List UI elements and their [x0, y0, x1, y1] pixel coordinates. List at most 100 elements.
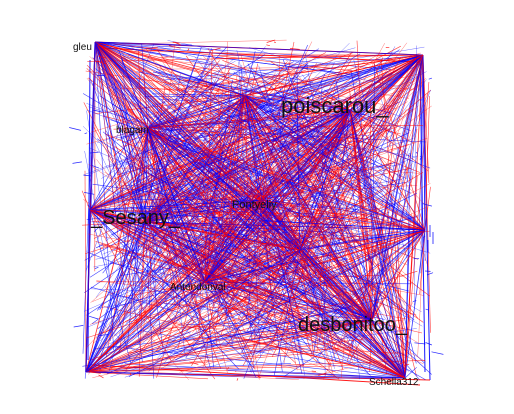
- graph-edge: [202, 343, 219, 347]
- graph-edge: [422, 203, 432, 207]
- graph-edge: [276, 163, 409, 352]
- graph-edge: [93, 89, 388, 344]
- graph-edge: [292, 85, 336, 278]
- node-label-desbonitoo: desbonitoo_: [298, 314, 408, 336]
- graph-edge: [93, 109, 103, 113]
- graph-edge: [88, 223, 183, 375]
- graph-edge: [292, 314, 406, 379]
- graph-edge: [316, 316, 338, 364]
- graph-edge: [114, 370, 299, 380]
- graph-edge: [94, 41, 362, 73]
- graph-edge: [122, 59, 141, 295]
- graph-edge: [374, 179, 410, 243]
- graph-edge: [158, 293, 283, 371]
- graph-edge: [332, 46, 396, 158]
- graph-edge: [144, 127, 149, 223]
- graph-edge: [267, 191, 291, 230]
- graph-edge: [281, 161, 350, 188]
- graph-edge: [167, 40, 397, 87]
- graph-edge: [99, 47, 419, 63]
- graph-edge: [229, 229, 418, 343]
- graph-edge: [172, 76, 297, 182]
- graph-edge: [257, 272, 278, 284]
- graph-edge: [314, 245, 350, 313]
- graph-edge: [85, 221, 146, 373]
- graph-edge: [72, 161, 82, 164]
- graph-edge: [112, 69, 221, 319]
- graph-edge: [204, 281, 406, 379]
- graph-edge: [318, 111, 371, 213]
- graph-edge: [236, 378, 239, 381]
- graph-edge: [93, 160, 334, 227]
- graph-edge: [179, 222, 250, 276]
- graph-edge: [98, 320, 140, 356]
- graph-edge: [214, 270, 234, 311]
- graph-edge: [424, 95, 430, 231]
- graph-edge: [95, 60, 107, 65]
- graph-edge: [117, 64, 252, 373]
- graph-edge: [89, 209, 172, 361]
- graph-edge: [154, 207, 345, 336]
- graph-edge: [264, 140, 406, 379]
- graph-edge: [219, 206, 426, 231]
- graph-edge: [94, 319, 373, 350]
- graph-edge: [85, 245, 140, 373]
- graph-edge: [147, 61, 295, 129]
- graph-edge: [89, 151, 99, 154]
- graph-edge: [154, 80, 418, 283]
- graph-edge: [404, 363, 410, 366]
- graph-edge: [158, 60, 236, 106]
- graph-edge: [267, 319, 373, 329]
- graph-edge: [99, 328, 417, 373]
- graph-edge: [261, 173, 370, 201]
- graph-edge: [325, 100, 354, 315]
- graph-edge: [85, 331, 191, 373]
- graph-edge: [163, 63, 352, 337]
- graph-edge: [184, 132, 296, 137]
- graph-edge: [414, 342, 426, 345]
- graph-edge: [175, 229, 426, 361]
- graph-edge: [186, 336, 398, 355]
- graph-edge: [110, 311, 308, 378]
- graph-edge: [349, 109, 407, 358]
- graph-edge: [299, 57, 401, 251]
- graph-edge: [159, 66, 330, 70]
- graph-edge: [256, 170, 265, 304]
- graph-edge: [90, 288, 170, 292]
- graph-edge: [188, 133, 213, 239]
- graph-edge: [174, 144, 268, 219]
- graph-edge: [123, 83, 267, 284]
- graph-edge: [147, 91, 157, 301]
- graph-edge: [200, 91, 352, 261]
- graph-edge: [289, 48, 300, 50]
- graph-edge: [125, 122, 199, 337]
- graph-edge: [290, 116, 370, 302]
- graph-edge: [144, 101, 401, 223]
- graph-edge: [278, 167, 406, 359]
- graph-edge: [380, 98, 409, 184]
- graph-edge: [303, 360, 339, 374]
- graph-edge: [225, 138, 428, 210]
- graph-edge: [208, 93, 352, 211]
- graph-edge: [96, 280, 332, 311]
- node-label-blagam: blagam: [116, 125, 149, 136]
- graph-edge: [120, 116, 367, 367]
- graph-edge: [155, 184, 191, 247]
- graph-edge: [201, 53, 228, 273]
- graph-edge: [120, 122, 233, 147]
- graph-edge: [283, 272, 383, 343]
- graph-edge: [136, 47, 356, 111]
- graph-edge: [138, 69, 391, 289]
- graph-edge: [138, 59, 404, 177]
- graph-edge: [243, 338, 406, 379]
- graph-edge: [141, 102, 317, 355]
- graph-edge: [94, 41, 426, 231]
- graph-edge: [85, 209, 91, 373]
- graph-edge: [98, 45, 104, 47]
- graph-edge: [212, 315, 228, 374]
- graph-edge: [261, 199, 362, 211]
- graph-edge: [131, 101, 227, 256]
- graph-edge: [243, 77, 298, 120]
- graph-edge: [144, 166, 423, 327]
